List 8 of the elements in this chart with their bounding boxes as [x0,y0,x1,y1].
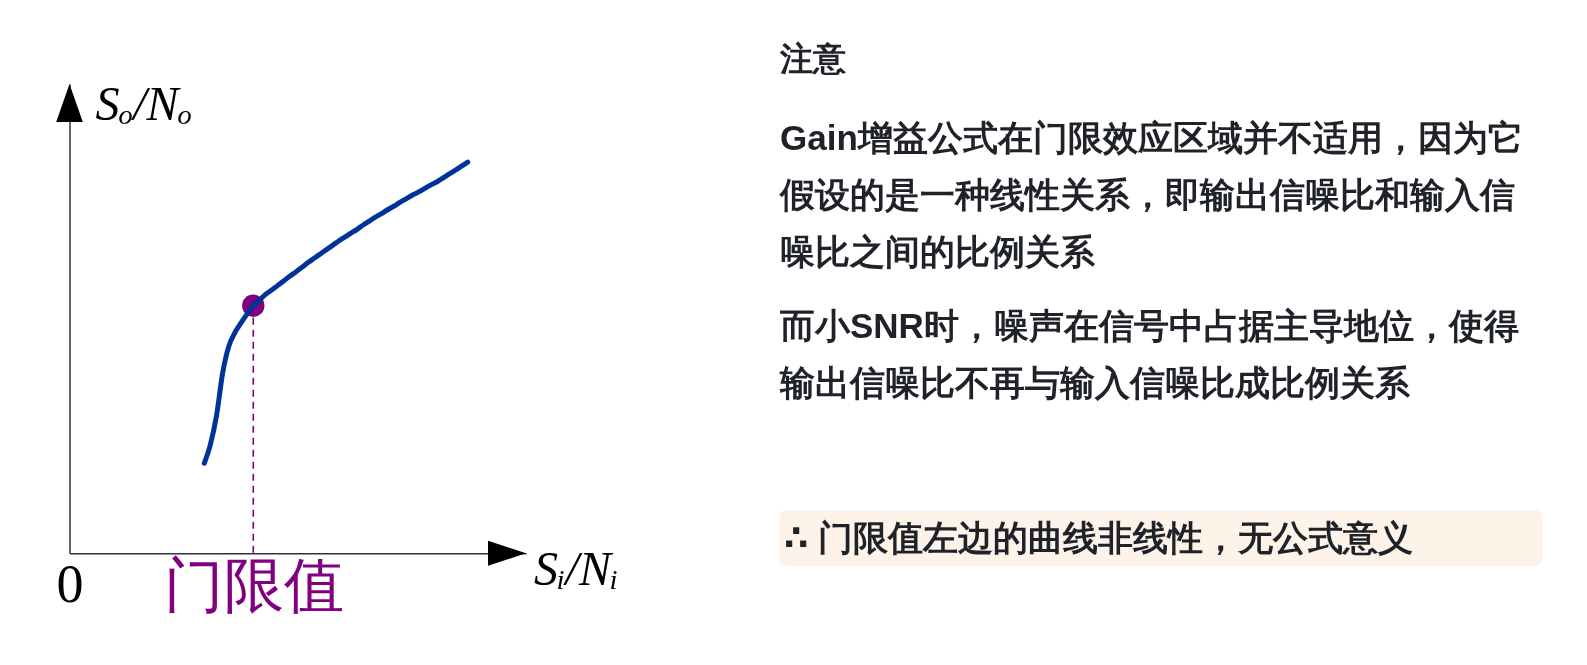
x-tick-label: 门限值 [163,552,344,619]
text: 注意 [779,39,847,79]
text: Gain增益公式在门限效应区域并不适用，因为它假设的是一种线性关系，即输出信噪比和输入信噪比之间的比例关系 [779,117,1524,273]
y-axis-title: Sₒ/Nₒ [95,77,193,130]
x-axis-title: Sᵢ/Nᵢ [534,542,619,596]
text: 而小SNR时，噪声在信号中占据主导地位，使得输出信噪比不再与输入信噪比成比例关系 [779,305,1520,405]
highlight-box: ∴ 门限值左边的曲线非线性，无公式意义 [779,509,1543,566]
x-tick-label: 0 [56,553,84,614]
